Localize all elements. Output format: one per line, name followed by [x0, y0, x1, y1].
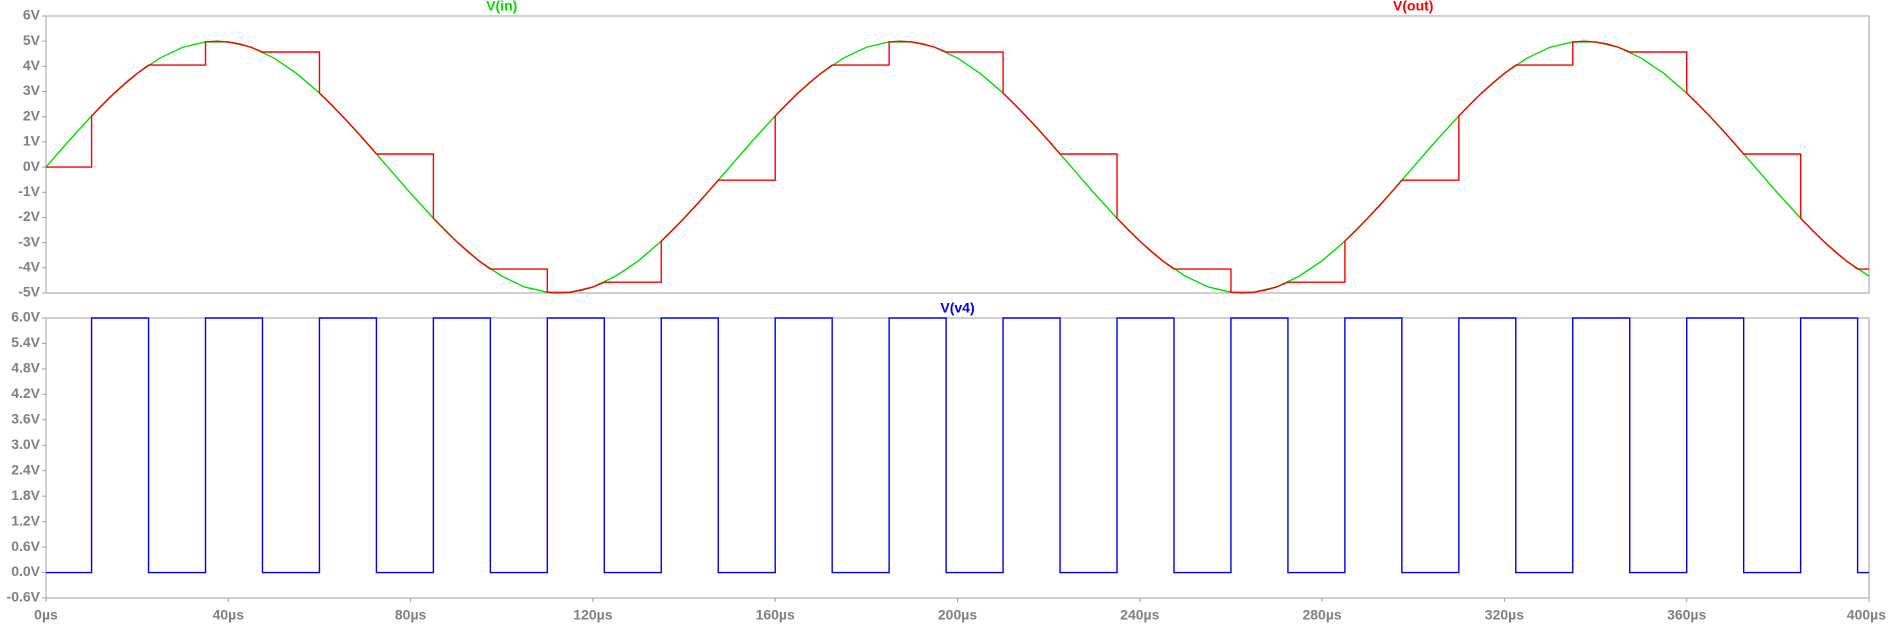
- x-tick-label: 40µs: [213, 607, 245, 623]
- y-tick-label: 3.0V: [11, 436, 40, 452]
- x-tick-label: 80µs: [395, 607, 427, 623]
- x-tick-label: 120µs: [573, 607, 612, 623]
- y-tick-label: 2V: [23, 107, 41, 123]
- y-tick-label: 4V: [23, 57, 41, 73]
- y-tick-label: -2V: [18, 208, 40, 224]
- y-tick-label: 1.2V: [11, 512, 40, 528]
- x-tick-label: 320µs: [1485, 607, 1524, 623]
- y-tick-label: 3.6V: [11, 411, 40, 427]
- y-tick-label: -1V: [18, 183, 40, 199]
- legend-label: V(in): [486, 0, 517, 14]
- y-tick-label: 1.8V: [11, 487, 40, 503]
- y-tick-label: 3V: [23, 82, 41, 98]
- x-tick-label: 0µs: [34, 607, 58, 623]
- plot-frame: [45, 15, 1870, 294]
- y-tick-label: -0.6V: [7, 589, 41, 605]
- y-tick-label: 4.2V: [11, 385, 40, 401]
- y-tick-label: 5.4V: [11, 334, 40, 350]
- legend-label: V(v4): [940, 300, 974, 316]
- x-tick-label: 200µs: [938, 607, 977, 623]
- trace: [46, 40, 1869, 294]
- y-tick-label: 2.4V: [11, 461, 40, 477]
- y-tick-label: 0.0V: [11, 563, 40, 579]
- x-tick-label: 360µs: [1667, 607, 1706, 623]
- x-tick-label: 160µs: [756, 607, 795, 623]
- x-tick-label: 240µs: [1120, 607, 1159, 623]
- y-tick-label: 4.8V: [11, 360, 40, 376]
- y-tick-label: -5V: [18, 284, 40, 300]
- y-tick-label: 1V: [23, 133, 41, 149]
- y-tick-label: -3V: [18, 233, 40, 249]
- y-tick-label: 0V: [23, 158, 41, 174]
- y-tick-label: 6V: [23, 7, 41, 23]
- x-tick-label: 280µs: [1302, 607, 1341, 623]
- y-tick-label: -4V: [18, 259, 40, 275]
- x-tick-label: 400µs: [1847, 607, 1886, 623]
- y-tick-label: 6.0V: [11, 309, 40, 325]
- y-tick-label: 0.6V: [11, 538, 40, 554]
- trace: [46, 317, 1869, 574]
- y-tick-label: 5V: [23, 32, 41, 48]
- legend-label: V(out): [1393, 0, 1433, 14]
